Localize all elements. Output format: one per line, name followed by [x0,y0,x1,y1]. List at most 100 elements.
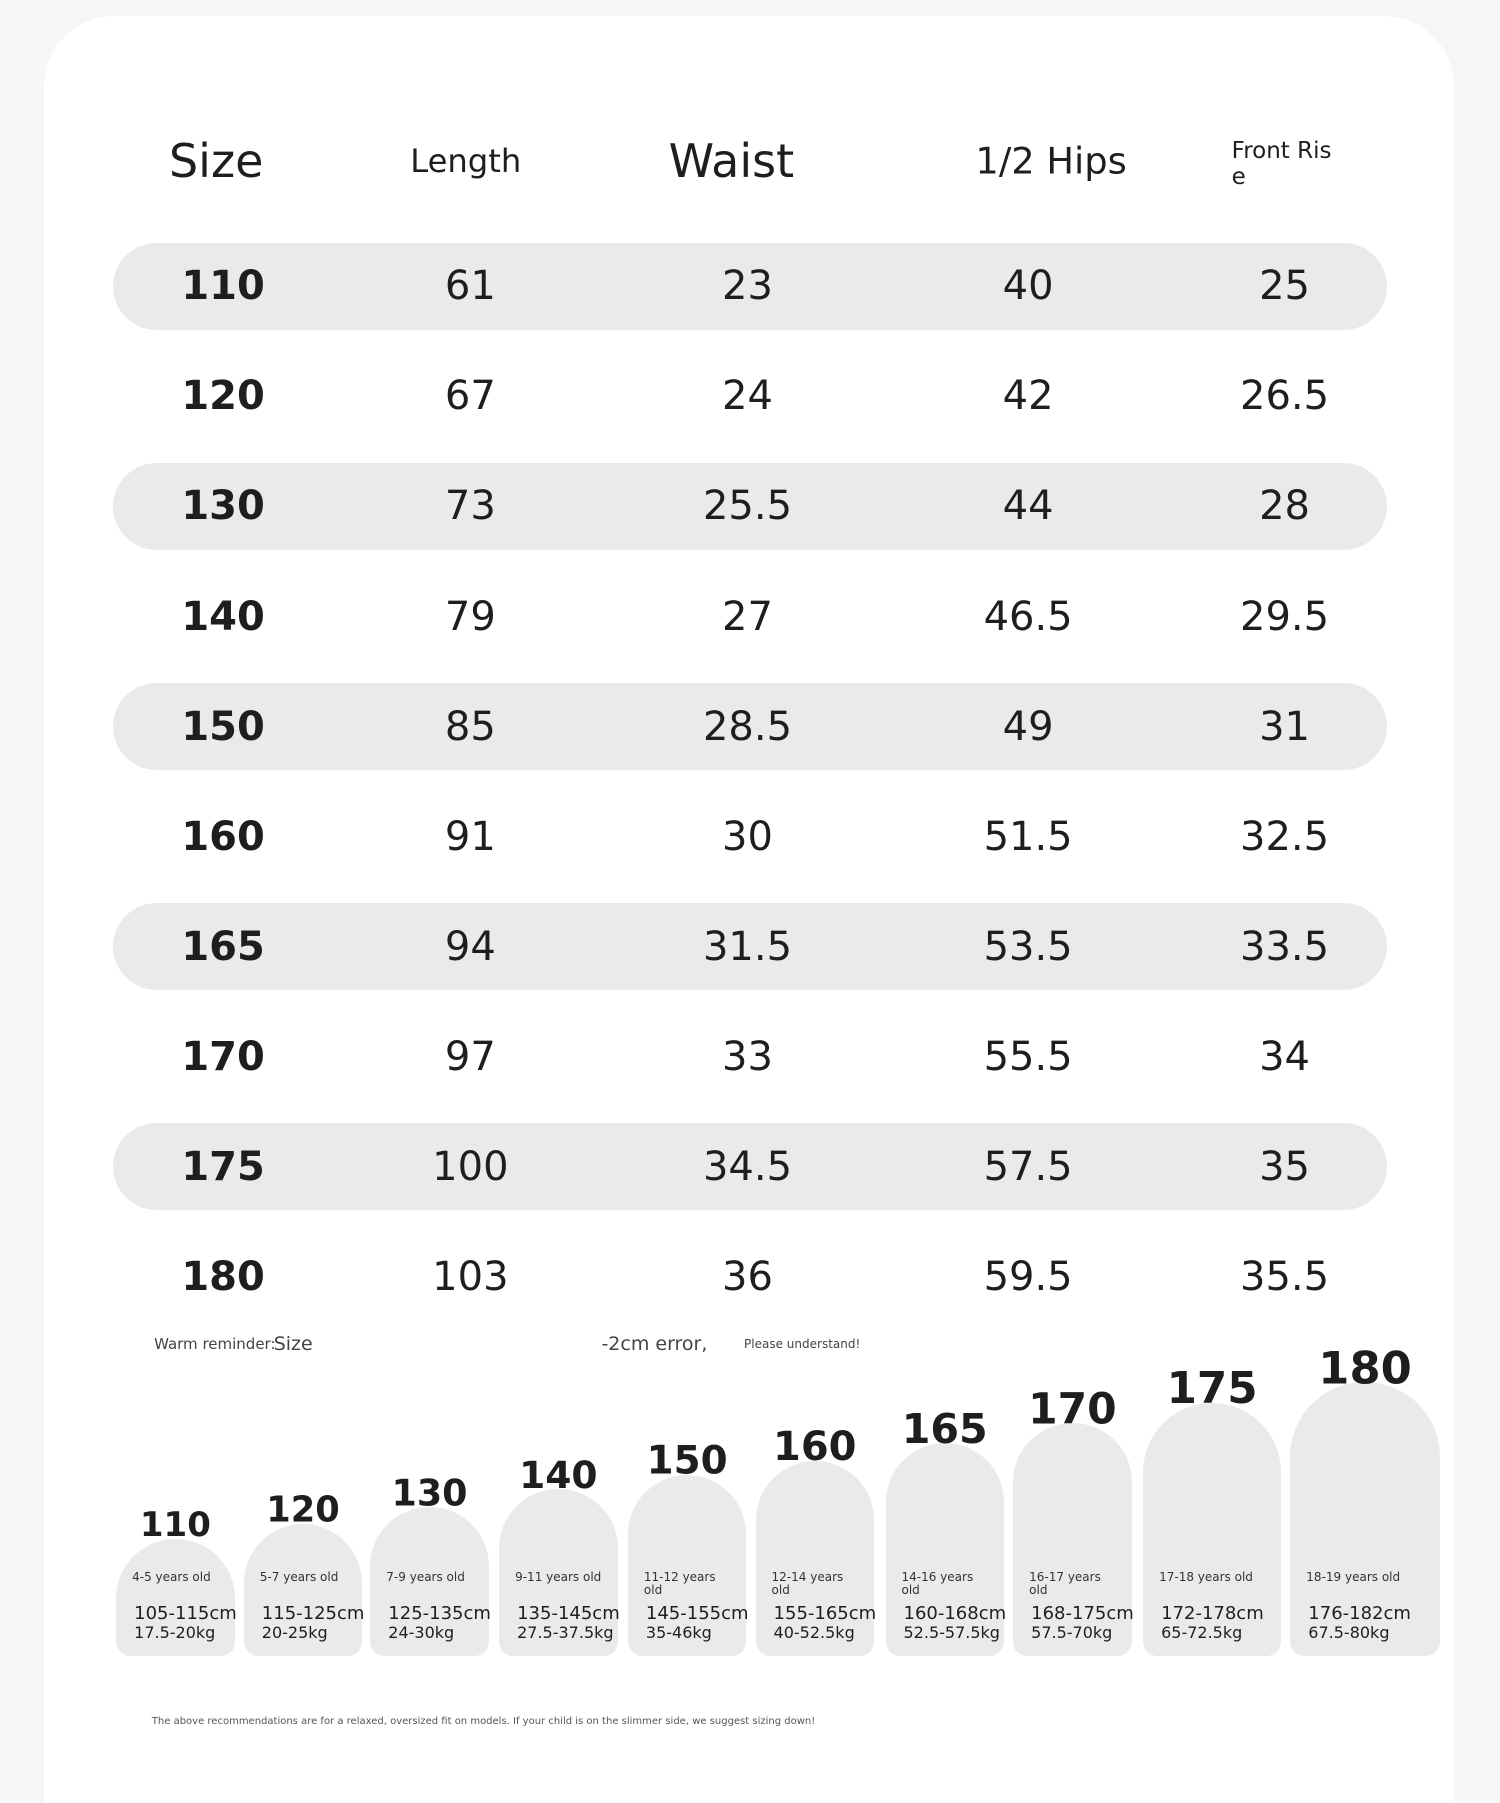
card-age: 9-11 years old [515,1569,602,1584]
row-stripe [113,1123,1387,1211]
size-arch [1013,1422,1132,1656]
card-size: 170 [1028,1384,1117,1434]
card-height: 145-155cm [645,1603,749,1625]
card-weight: 24-30kg [388,1622,455,1642]
measure-cell: 51.5 [983,813,1073,860]
measure-cell: 42 [1002,373,1054,420]
reminder-size: Size [273,1333,313,1356]
measure-cell: 94 [444,923,496,970]
card-weight: 27.5-37.5kg [517,1622,614,1642]
measure-cell: 103 [432,1253,509,1300]
measure-cell: 35.5 [1240,1253,1330,1300]
card-size: 140 [519,1453,598,1498]
measure-cell: 40 [1002,263,1054,310]
measure-cell: 44 [1002,483,1054,530]
size-arch [755,1460,874,1656]
reminder-label: Warm reminder: [154,1335,276,1354]
card-age: 17-18 years old [1159,1569,1253,1584]
measure-cell: 91 [444,813,496,860]
card-height: 105-115cm [134,1603,237,1625]
card-size: 130 [391,1471,468,1514]
card-weight: 35-46kg [645,1622,712,1642]
size-arch [499,1489,618,1656]
card-age: 12-14 years old [771,1569,844,1598]
column-header: Front Rise [1231,138,1332,191]
row-stripe [113,462,1387,550]
measure-cell: 59.5 [983,1253,1073,1300]
card-weight: 40-52.5kg [773,1622,855,1642]
card-height: 115-125cm [261,1603,365,1625]
measure-cell: 33 [722,1033,773,1080]
card-age: 11-12 years old [643,1569,716,1598]
size-cell: 170 [181,1033,265,1080]
measure-cell: 31 [1259,703,1310,750]
card-weight: 57.5-70kg [1031,1622,1113,1642]
card-size: 180 [1318,1341,1412,1395]
measure-cell: 25 [1259,263,1310,310]
measure-cell: 53.5 [983,923,1073,970]
size-arch [370,1506,489,1656]
card-weight: 52.5-57.5kg [903,1622,1000,1642]
row-stripe [113,903,1387,991]
measure-cell: 32.5 [1240,813,1330,860]
measure-cell: 97 [444,1033,496,1080]
card-age: 14-16 years old [901,1569,974,1598]
measure-cell: 61 [444,263,496,310]
measure-cell: 46.5 [983,593,1073,640]
column-header: Waist [668,134,795,188]
measure-cell: 29.5 [1240,593,1330,640]
measure-cell: 67 [444,373,496,420]
card-height: 135-145cm [517,1603,620,1625]
measure-cell: 34 [1259,1033,1310,1080]
measure-cell: 33.5 [1240,923,1330,970]
measure-cell: 57.5 [983,1143,1073,1190]
measure-cell: 25.5 [702,483,793,530]
measure-cell: 24 [722,373,773,420]
measure-cell: 31.5 [702,923,793,970]
size-cell: 160 [181,813,265,860]
card-height: 168-175cm [1031,1603,1134,1625]
size-cell: 175 [181,1143,265,1190]
card-size: 110 [139,1504,211,1545]
card-height: 176-182cm [1308,1603,1411,1625]
size-arch [627,1475,747,1656]
card-size: 120 [266,1489,340,1531]
size-cell: 110 [181,263,265,310]
size-arch [243,1523,363,1656]
measure-cell: 28.5 [702,703,793,750]
card-age: 5-7 years old [259,1569,339,1584]
size-arch [116,1538,235,1656]
measure-cell: 85 [444,703,496,750]
measure-cell: 36 [722,1253,773,1300]
card-weight: 67.5-80kg [1308,1622,1390,1642]
reminder-note: Please understand! [744,1337,861,1352]
measure-cell: 79 [444,593,496,640]
measure-cell: 27 [722,593,773,640]
size-cell: 150 [181,703,265,750]
card-age: 18-19 years old [1306,1569,1401,1584]
measure-cell: 100 [432,1143,509,1190]
card-size: 150 [646,1438,728,1484]
size-arch [885,1443,1004,1656]
column-header: 1/2 Hips [975,139,1127,183]
column-header: Length [410,142,522,180]
card-weight: 65-72.5kg [1161,1622,1243,1642]
measure-cell: 23 [722,263,773,310]
card-age: 16-17 years old [1029,1569,1101,1598]
measure-cell: 35 [1259,1143,1310,1190]
size-cell: 120 [181,373,265,420]
card-size: 165 [901,1405,988,1454]
measure-cell: 34.5 [702,1143,793,1190]
size-arch [1143,1403,1282,1656]
measure-cell: 26.5 [1240,373,1330,420]
size-cell: 140 [181,593,265,640]
measure-cell: 30 [722,813,773,860]
size-arch [1290,1382,1440,1656]
measure-cell: 55.5 [983,1033,1073,1080]
reminder-error: -2cm error, [601,1333,708,1356]
footnote: The above recommendations are for a rela… [151,1715,816,1727]
card-height: 172-178cm [1161,1603,1264,1625]
card-height: 155-165cm [773,1603,877,1625]
card-height: 160-168cm [903,1603,1007,1625]
